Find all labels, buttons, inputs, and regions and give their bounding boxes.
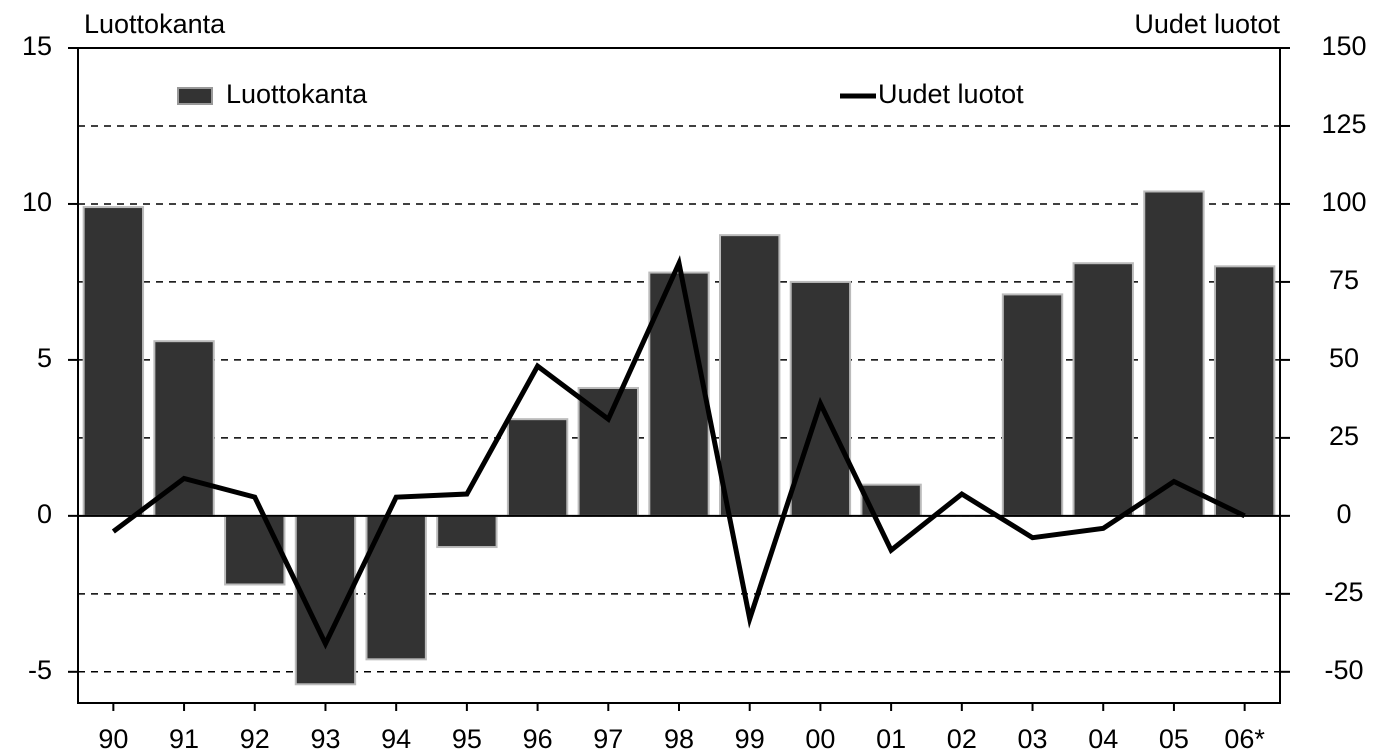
x-tick-label: 90 <box>98 724 128 754</box>
x-tick-label: 03 <box>1018 724 1048 754</box>
y2-axis-title: Uudet luotot <box>1134 9 1280 39</box>
legend-label: Uudet luotot <box>878 79 1024 109</box>
bar <box>506 418 569 517</box>
y2-tick-label: 125 <box>1321 109 1366 139</box>
y-tick-label: 10 <box>22 187 52 217</box>
y2-tick-label: 75 <box>1329 265 1359 295</box>
y2-tick-label: -25 <box>1324 577 1363 607</box>
y-tick-label: -5 <box>28 655 52 685</box>
bar <box>82 206 145 517</box>
x-tick-label: 98 <box>664 724 694 754</box>
y2-tick-label: -50 <box>1324 655 1363 685</box>
y-tick-label: 5 <box>37 343 52 373</box>
bar <box>1213 265 1276 517</box>
x-tick-label: 95 <box>452 724 482 754</box>
y2-tick-label: 100 <box>1321 187 1366 217</box>
x-tick-label: 05 <box>1159 724 1189 754</box>
y-tick-label: 0 <box>37 499 52 529</box>
bar <box>153 340 215 517</box>
legend-label: Luottokanta <box>226 79 368 109</box>
bar <box>1072 262 1134 517</box>
bar <box>1143 190 1205 517</box>
y2-tick-label: 25 <box>1329 421 1359 451</box>
x-tick-label: 99 <box>735 724 765 754</box>
bar <box>719 234 781 517</box>
x-tick-label: 97 <box>593 724 623 754</box>
y-axis-title: Luottokanta <box>84 9 226 39</box>
x-tick-label: 04 <box>1088 724 1118 754</box>
x-tick-label: 96 <box>523 724 553 754</box>
line <box>111 255 1246 650</box>
y2-tick-label: 150 <box>1321 31 1366 61</box>
bar <box>1001 293 1064 517</box>
x-tick-label: 00 <box>805 724 835 754</box>
bar <box>436 514 498 549</box>
x-tick-label: 06* <box>1224 724 1265 754</box>
y-tick-label: 15 <box>22 31 52 61</box>
x-tick-label: 02 <box>947 724 977 754</box>
legend-swatch <box>177 87 213 105</box>
x-tick-label: 01 <box>876 724 906 754</box>
bar <box>648 271 710 517</box>
y2-tick-label: 0 <box>1336 499 1351 529</box>
bar <box>224 514 286 586</box>
y2-tick-label: 50 <box>1329 343 1359 373</box>
x-tick-label: 94 <box>381 724 411 754</box>
x-tick-label: 91 <box>169 724 199 754</box>
bar <box>577 386 639 517</box>
x-tick-label: 92 <box>240 724 270 754</box>
x-tick-label: 93 <box>310 724 340 754</box>
